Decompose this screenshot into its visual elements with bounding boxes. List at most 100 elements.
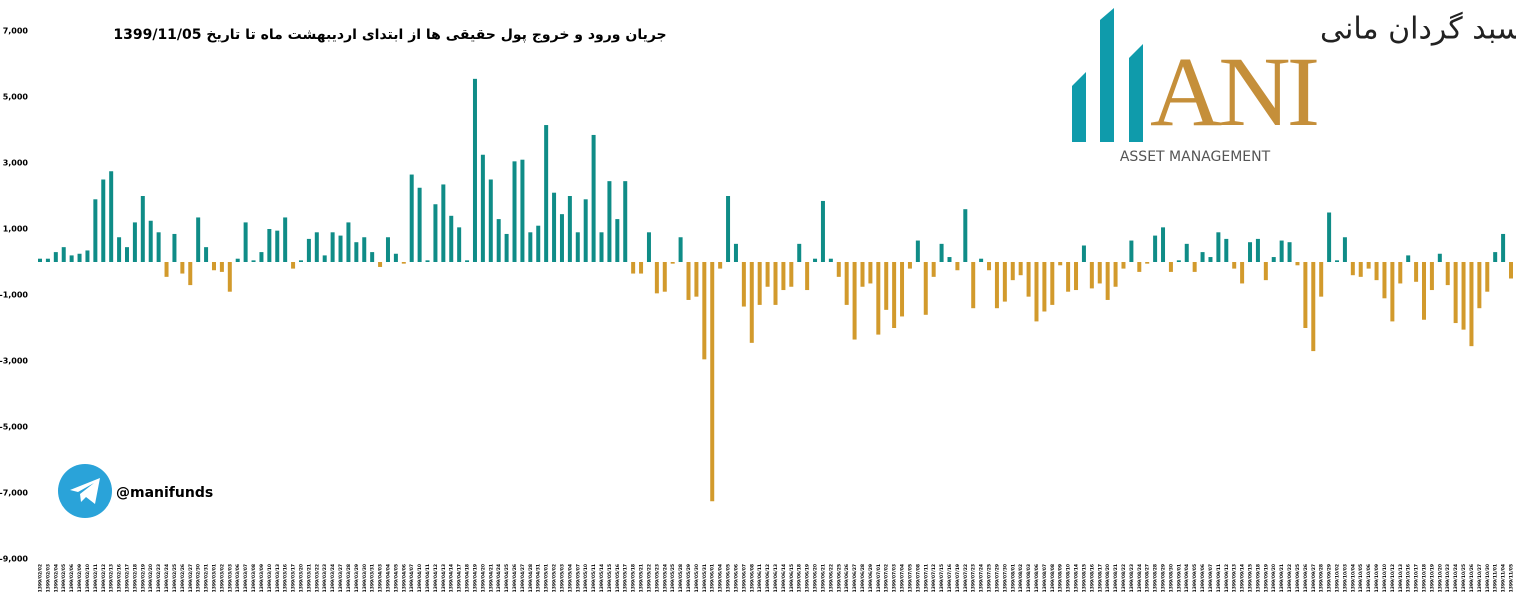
bar — [1137, 262, 1142, 272]
bar — [1374, 262, 1379, 281]
bar — [536, 225, 541, 262]
bar — [1477, 262, 1482, 309]
x-tick-label: 1399/03/10 — [267, 564, 273, 592]
x-tick-label: 1399/10/13 — [1398, 564, 1404, 592]
x-tick-label: 1399/08/24 — [1137, 564, 1143, 592]
x-tick-label: 1399/07/11 — [923, 564, 929, 592]
bar — [710, 262, 715, 502]
bar — [939, 243, 944, 262]
x-tick-label: 1399/09/07 — [1208, 564, 1214, 592]
bar — [425, 260, 430, 262]
x-tick-label: 1399/02/25 — [172, 564, 178, 592]
x-tick-label: 1399/10/18 — [1422, 564, 1428, 592]
x-tick-label: 1399/04/07 — [409, 564, 415, 592]
x-tick-label: 1399/09/25 — [1295, 564, 1301, 592]
bar — [267, 229, 272, 262]
telegram-icon — [58, 464, 112, 518]
bar — [789, 262, 794, 287]
bar — [38, 258, 42, 262]
x-tick-label: 1399/07/05 — [907, 564, 913, 592]
x-tick-label: 1399/05/14 — [599, 564, 605, 592]
bar — [1422, 262, 1427, 320]
bar — [1319, 262, 1324, 297]
bar — [544, 125, 549, 262]
x-tick-label: 1399/06/04 — [718, 564, 724, 592]
bar — [1382, 262, 1387, 299]
bar — [148, 220, 153, 262]
x-tick-label: 1399/05/16 — [615, 564, 621, 592]
bar — [1271, 257, 1276, 262]
x-tick-label: 1399/04/10 — [417, 564, 423, 592]
bar — [1437, 253, 1442, 262]
bar — [876, 262, 881, 335]
bar — [670, 262, 675, 264]
bar — [164, 262, 169, 277]
x-tick-label: 1399/09/26 — [1303, 564, 1309, 592]
x-tick-label: 1399/07/23 — [971, 564, 977, 592]
x-tick-label: 1399/02/18 — [132, 564, 138, 592]
bar — [923, 262, 928, 315]
bar — [1145, 262, 1150, 264]
bar — [1303, 262, 1308, 328]
bar — [1153, 235, 1158, 262]
bar — [1509, 262, 1513, 279]
x-tick-label: 1399/02/05 — [61, 564, 67, 592]
x-tick-label: 1399/07/24 — [979, 564, 985, 592]
bar — [480, 154, 485, 262]
x-tick-label: 1399/03/24 — [330, 564, 336, 592]
x-tick-label: 1399/10/05 — [1358, 564, 1364, 592]
x-tick-label: 1399/06/14 — [781, 564, 787, 592]
bar — [828, 258, 833, 262]
x-tick-label: 1399/03/28 — [346, 564, 352, 592]
logo-bar — [1129, 44, 1143, 142]
bar — [702, 262, 707, 360]
bar — [915, 240, 920, 262]
bar — [77, 253, 82, 262]
bar — [607, 181, 612, 262]
x-tick-label: 1399/09/19 — [1263, 564, 1269, 592]
x-tick-label: 1399/05/01 — [544, 564, 550, 592]
bar — [512, 161, 517, 262]
chart-title: جریان ورود و خروج پول حقیقی ها از ابتدای… — [113, 27, 666, 43]
x-tick-label: 1399/03/03 — [227, 564, 233, 592]
y-tick-label: -3,000 — [0, 357, 28, 366]
bar — [1050, 262, 1055, 305]
x-tick-label: 1399/02/26 — [180, 564, 186, 592]
bar — [69, 255, 74, 262]
x-tick-label: 1399/05/25 — [670, 564, 676, 592]
x-tick-label: 1399/03/06 — [235, 564, 241, 592]
bar — [378, 262, 383, 267]
bar — [1208, 257, 1213, 262]
x-tick-label: 1399/06/15 — [789, 564, 795, 592]
bar — [567, 196, 572, 262]
x-tick-label: 1399/10/03 — [1342, 564, 1348, 592]
x-tick-label: 1399/04/14 — [449, 564, 455, 592]
bar — [528, 232, 533, 262]
bar — [330, 232, 335, 262]
bar — [433, 204, 438, 262]
bar — [1042, 262, 1047, 312]
y-tick-label: 5,000 — [3, 93, 29, 102]
y-tick-label: 3,000 — [3, 159, 29, 168]
bar — [1089, 262, 1094, 289]
bar — [1168, 262, 1173, 272]
logo-tagline: ASSET MANAGEMENT — [1120, 149, 1271, 165]
bar — [907, 262, 912, 269]
bar — [1192, 262, 1197, 272]
x-tick-label: 1399/03/31 — [370, 564, 376, 592]
bar — [583, 199, 588, 262]
x-tick-label: 1399/07/29 — [994, 564, 1000, 592]
bar — [180, 262, 185, 274]
bar — [251, 260, 256, 262]
y-tick-label: 1,000 — [3, 225, 29, 234]
bar — [1074, 262, 1079, 291]
x-tick-label: 1399/06/05 — [726, 564, 732, 592]
bar — [575, 232, 580, 262]
logo-bar — [1072, 72, 1086, 142]
x-tick-label: 1399/03/13 — [275, 564, 281, 592]
bar — [354, 242, 359, 262]
x-tick-label: 1399/10/23 — [1445, 564, 1451, 592]
x-tick-label: 1399/04/20 — [480, 564, 486, 592]
bar — [1232, 262, 1237, 269]
x-tick-label: 1399/06/19 — [805, 564, 811, 592]
